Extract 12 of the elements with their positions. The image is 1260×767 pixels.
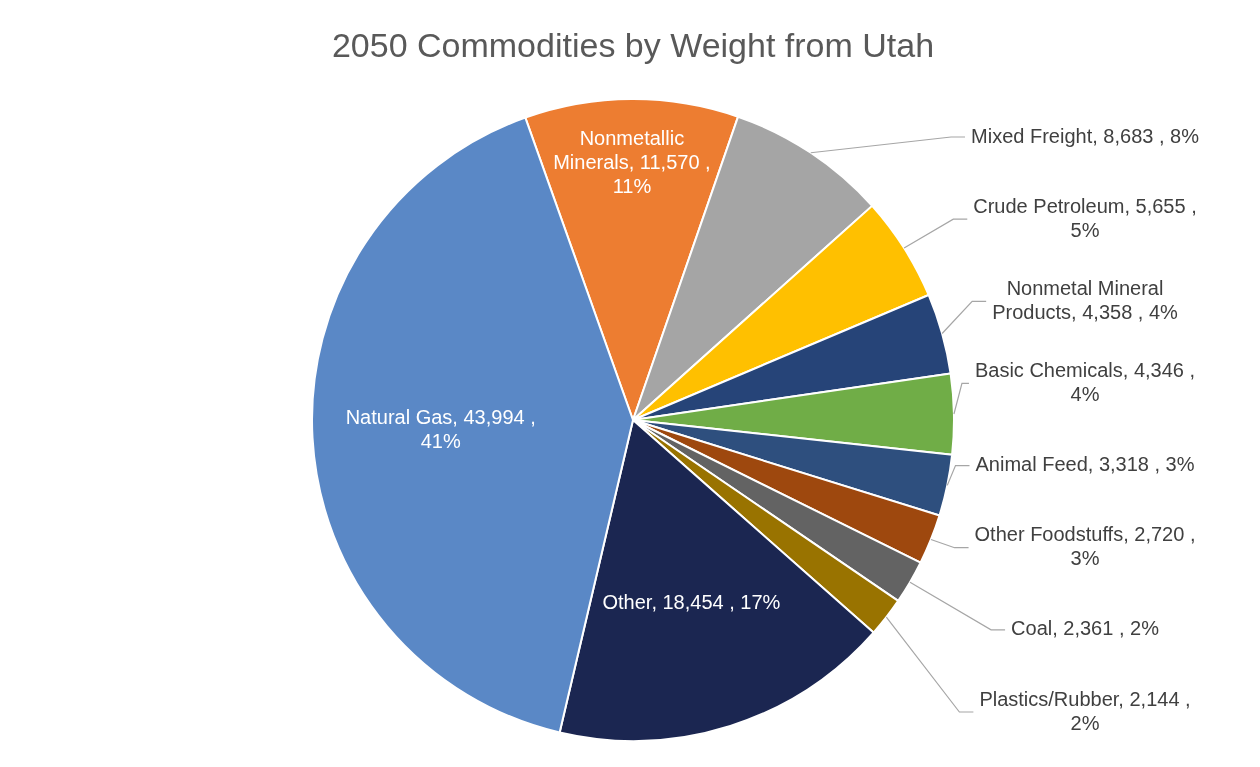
slice-label: Basic Chemicals, 4,346 , 4%	[974, 358, 1196, 405]
slice-label: Nonmetallic Minerals, 11,570 , 11%	[553, 126, 711, 197]
slice-label: Natural Gas, 43,994 , 41%	[345, 406, 536, 453]
slice-label: Coal, 2,361 , 2%	[1011, 617, 1160, 640]
slice-label: Other Foodstuffs, 2,720 , 3%	[974, 523, 1196, 570]
slice-label: Mixed Freight, 8,683 , 8%	[971, 124, 1200, 147]
slice-label: Other, 18,454 , 17%	[602, 591, 781, 614]
slice-label: Nonmetal Mineral Products, 4,358 , 4%	[992, 276, 1179, 323]
chart-title: 2050 Commodities by Weight from Utah	[331, 26, 935, 65]
slice-label: Animal Feed, 3,318 , 3%	[975, 453, 1195, 476]
slice-label: Plastics/Rubber, 2,144 , 2%	[979, 687, 1191, 734]
slice-label: Crude Petroleum, 5,655 , 5%	[973, 194, 1197, 241]
